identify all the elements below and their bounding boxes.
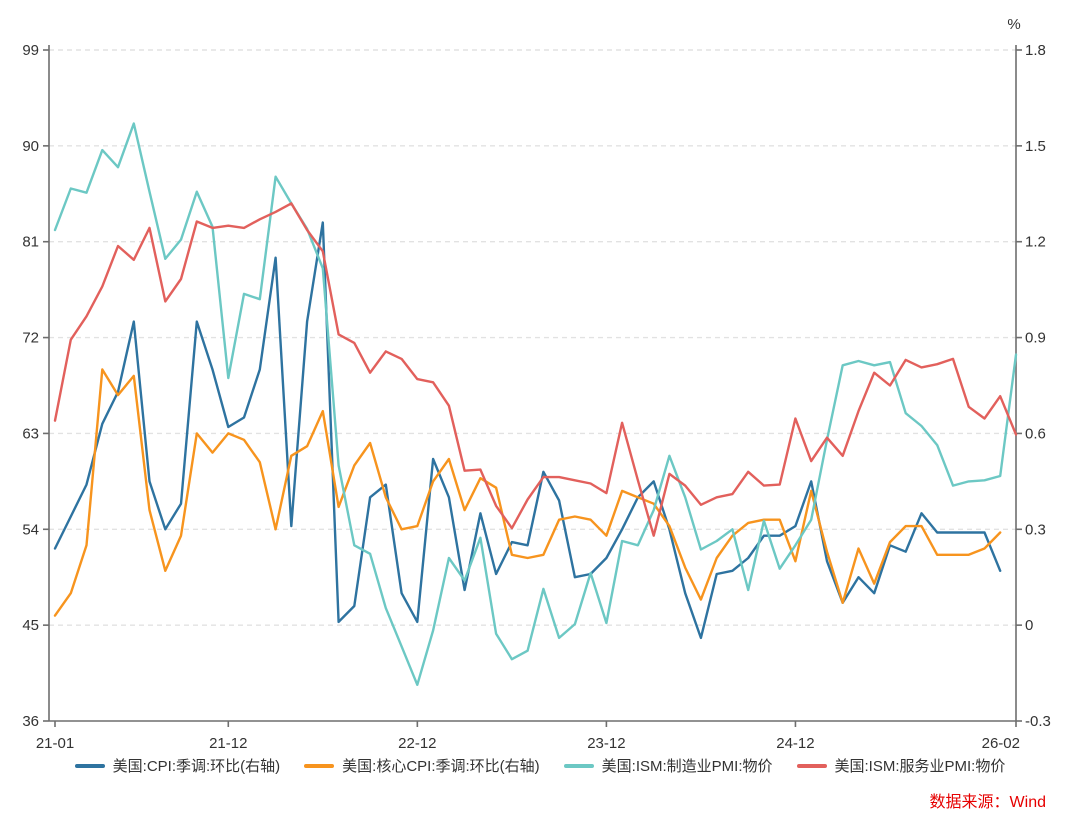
x-axis-label: 22-12 — [398, 735, 436, 752]
y-axis-right-label: 1.2 — [1025, 234, 1046, 251]
y-axis-left-label: 90 — [22, 138, 39, 155]
legend-swatch-icon — [74, 763, 105, 768]
y-axis-right-label: -0.3 — [1025, 713, 1051, 730]
right-axis-unit-label: % — [1007, 16, 1020, 33]
legend-item-2: 美国:ISM:制造业PMI:物价 — [563, 755, 773, 776]
y-axis-left-label: 54 — [22, 521, 39, 538]
series-line-1 — [53, 368, 1002, 617]
y-axis-right-label: 0.3 — [1025, 521, 1046, 538]
legend-swatch-icon — [796, 763, 827, 768]
y-axis-left-label: 72 — [22, 330, 39, 347]
legend-label: 美国:ISM:制造业PMI:物价 — [601, 758, 773, 775]
x-axis-label: 24-12 — [776, 735, 814, 752]
legend-label: 美国:ISM:服务业PMI:物价 — [834, 758, 1006, 775]
line-chart-plot: 99 90 81 72 63 54 45 36 1.8 1.5 1.2 0.9 0.6 0.3 0 -0.3%… — [22, 16, 1051, 752]
series-line-0 — [53, 221, 1002, 640]
y-axis-right-label: 0 — [1025, 617, 1033, 634]
y-axis-left-label: 45 — [22, 617, 39, 634]
legend-item-3: 美国:ISM:服务业PMI:物价 — [796, 755, 1006, 776]
y-axis-right-label: 1.5 — [1025, 138, 1046, 155]
x-axis-label: 26-02 — [982, 735, 1020, 752]
chart-legend: 美国:CPI:季调:环比(右轴) 美国:核心CPI:季调:环比(右轴) 美国:ISM… — [0, 755, 1080, 776]
x-axis-label: 21-01 — [36, 735, 74, 752]
legend-item-0: 美国:CPI:季调:环比(右轴) — [74, 755, 281, 776]
series-line-3 — [53, 202, 1018, 537]
series-line-2 — [53, 122, 1018, 686]
x-axis-label: 23-12 — [587, 735, 625, 752]
legend-swatch-icon — [563, 763, 594, 768]
y-axis-left-label: 81 — [22, 234, 39, 251]
legend-swatch-icon — [304, 763, 335, 768]
y-axis-left-label: 99 — [22, 42, 39, 59]
x-axis-label: 21-12 — [209, 735, 247, 752]
y-axis-left-label: 63 — [22, 425, 39, 442]
data-source-note: 数据来源：Wind — [929, 794, 1046, 811]
legend-label: 美国:CPI:季调:环比(右轴) — [112, 758, 281, 775]
y-axis-right-label: 0.6 — [1025, 425, 1046, 442]
y-axis-left-label: 36 — [22, 713, 39, 730]
y-axis-right-label: 1.8 — [1025, 42, 1046, 59]
legend-label: 美国:核心CPI:季调:环比(右轴) — [342, 758, 540, 775]
legend-item-1: 美国:核心CPI:季调:环比(右轴) — [304, 755, 540, 776]
y-axis-right-label: 0.9 — [1025, 330, 1046, 347]
